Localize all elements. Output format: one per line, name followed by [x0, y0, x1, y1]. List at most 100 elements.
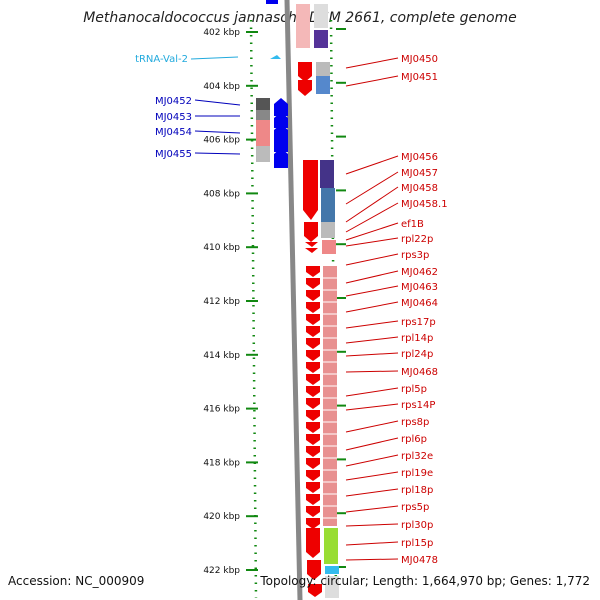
- gene-arrow: [306, 446, 320, 457]
- right-label-leader: [345, 387, 399, 397]
- gene-arrow: [298, 62, 312, 82]
- gene-block: [256, 146, 270, 162]
- right-label-leader: [345, 320, 399, 329]
- gene-label-rpl22p: rpl22p: [401, 234, 433, 245]
- left-label-leader: [194, 130, 241, 134]
- left-label-leader: [194, 99, 241, 106]
- right-label-leader: [345, 488, 399, 497]
- gene-arrow: [306, 314, 320, 325]
- left-label-leader: [194, 152, 241, 155]
- gene-arrow: [305, 248, 318, 253]
- gene-block: [314, 30, 328, 48]
- gene-arrow: [306, 302, 320, 313]
- gene-label-rpl30p: rpl30p: [401, 520, 433, 531]
- gene-arrow: [306, 290, 320, 301]
- gene-label-mj0463: MJ0463: [401, 282, 438, 293]
- right-label-leader: [345, 370, 399, 373]
- right-label-leader: [345, 285, 399, 297]
- axis-tick-label: 412 kbp: [203, 297, 240, 307]
- right-label-leader: [345, 437, 399, 451]
- gene-arrow: [274, 112, 288, 128]
- right-label-leader: [345, 186, 399, 223]
- axis-dotted-line: [249, 19, 258, 599]
- gene-label-mj0456: MJ0456: [401, 152, 438, 163]
- gene-arrow: [274, 98, 288, 116]
- axis-tick-label: 420 kbp: [203, 512, 240, 522]
- right-label-leader: [345, 57, 399, 69]
- gene-arrow: [306, 518, 320, 529]
- gene-block: [323, 266, 337, 526]
- gene-label-mj0450: MJ0450: [401, 54, 438, 65]
- gene-block: [296, 4, 310, 48]
- right-label-leader: [345, 301, 399, 313]
- gene-label-rpl32e: rpl32e: [401, 451, 433, 462]
- gene-label-rps3p: rps3p: [401, 250, 429, 261]
- axis-tick-label: 402 kbp: [203, 28, 240, 38]
- axis-tick-label: 404 kbp: [203, 82, 240, 92]
- right-label-leader: [345, 270, 399, 284]
- gene-arrow: [306, 410, 320, 421]
- right-label-leader: [345, 352, 399, 357]
- gene-arrow: [306, 362, 320, 373]
- gene-block: [316, 76, 330, 94]
- right-label-leader: [345, 237, 399, 247]
- gene-arrow: [306, 528, 320, 558]
- gene-arrow: [274, 148, 288, 168]
- gene-arrow: [306, 350, 320, 361]
- gene-arrow: [298, 80, 312, 96]
- gene-label-rpl24p: rpl24p: [401, 349, 433, 360]
- right-label-leader: [345, 454, 399, 467]
- gene-label-mj0453: MJ0453: [155, 112, 192, 123]
- axis-tick-label: 410 kbp: [203, 243, 240, 253]
- right-label-leader: [345, 171, 399, 205]
- gene-label-mj0455: MJ0455: [155, 149, 192, 160]
- gene-label-rps5p: rps5p: [401, 502, 429, 513]
- gene-block: [321, 222, 335, 238]
- axis-tick-label: 414 kbp: [203, 351, 240, 361]
- gene-label-rpl19e: rpl19e: [401, 468, 433, 479]
- gene-arrow: [305, 242, 318, 247]
- gene-label-rpl15p: rpl15p: [401, 538, 433, 549]
- gene-arrow: [306, 326, 320, 337]
- right-label-leader: [345, 420, 399, 433]
- gene-block: [256, 120, 270, 146]
- gene-arrow: [304, 222, 318, 242]
- gene-arrow: [274, 124, 288, 152]
- right-label-leader: [345, 505, 399, 513]
- gene-block: [320, 160, 334, 188]
- right-label-leader: [345, 523, 399, 527]
- right-label-leader: [345, 541, 399, 546]
- gene-label-rpl14p: rpl14p: [401, 333, 433, 344]
- gene-label-mj0464: MJ0464: [401, 298, 438, 309]
- right-label-leader: [345, 155, 399, 175]
- gene-block: [316, 62, 330, 76]
- gene-label-ef1b: ef1B: [401, 219, 424, 230]
- right-label-leader: [345, 471, 399, 481]
- genome-backbone: [284, 0, 303, 600]
- gene-arrow: [306, 470, 320, 481]
- gene-label-mj0452: MJ0452: [155, 96, 192, 107]
- gene-arrow: [306, 506, 320, 517]
- gene-block: [321, 188, 335, 222]
- right-label-leader: [345, 75, 399, 87]
- gene-label-rps14p: rps14P: [401, 400, 435, 411]
- gene-label-rpl6p: rpl6p: [401, 434, 427, 445]
- gene-label-mj0468: MJ0468: [401, 367, 438, 378]
- gene-block: [324, 528, 338, 564]
- gene-arrow: [306, 422, 320, 433]
- gene-arrow: [308, 584, 322, 597]
- gene-label-mj0451: MJ0451: [401, 72, 438, 83]
- axis-tick-label: 418 kbp: [203, 458, 240, 468]
- gene-arrow: [306, 386, 320, 397]
- axis-tick-label: 406 kbp: [203, 136, 240, 146]
- gene-arrow: [266, 0, 278, 4]
- right-label-leader: [345, 202, 399, 233]
- gene-label-rps17p: rps17p: [401, 317, 436, 328]
- gene-arrow: [306, 494, 320, 505]
- gene-block: [256, 110, 270, 120]
- gene-arrow: [306, 482, 320, 493]
- right-label-leader: [345, 222, 399, 241]
- gene-arrow: [306, 398, 320, 409]
- axis-tick-label: 422 kbp: [203, 566, 240, 576]
